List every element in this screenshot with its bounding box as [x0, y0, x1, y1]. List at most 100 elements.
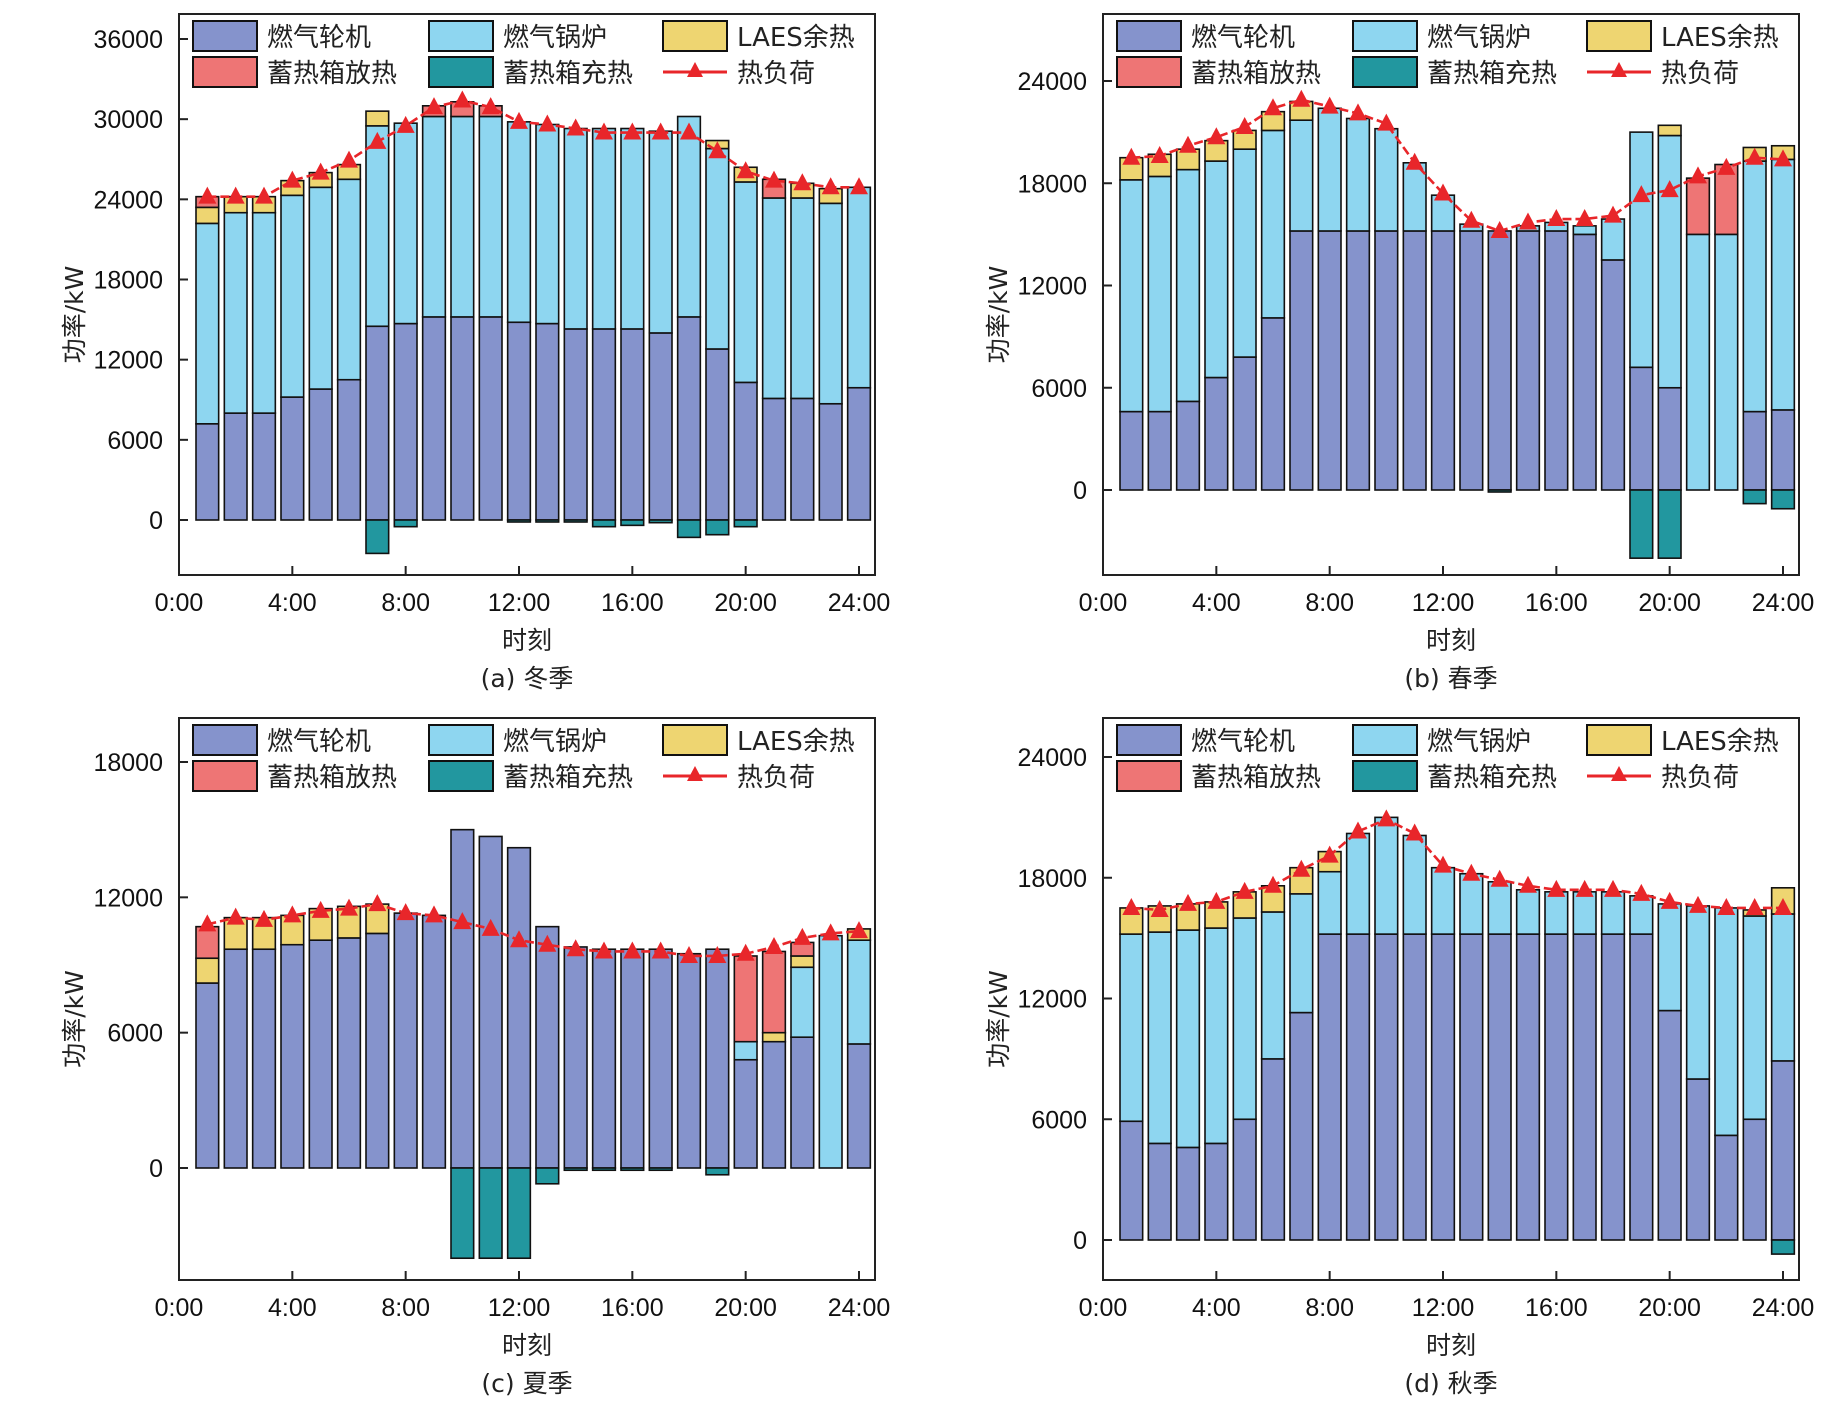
bar-gt [1402, 230, 1427, 491]
x-tick-label: 4:00 [1192, 589, 1241, 617]
load-marker [736, 161, 755, 179]
y-axis-title: 功率/kW [984, 970, 1013, 1068]
bar-gb [620, 127, 645, 330]
load-marker [1689, 895, 1707, 913]
bar-gb [1742, 915, 1767, 1121]
load-marker [1292, 89, 1311, 107]
load-marker [1320, 845, 1339, 863]
load-marker [1575, 209, 1594, 227]
y-tick-label: 24000 [1017, 68, 1087, 96]
load-marker [1604, 205, 1622, 223]
bar-gb [1487, 880, 1512, 935]
bar-tes_chg [1770, 489, 1796, 510]
bar-gb [450, 115, 475, 318]
bar-gt [1204, 1142, 1229, 1241]
load-marker [1207, 891, 1226, 909]
load-marker [283, 905, 302, 923]
panel-caption: (a) 冬季 [481, 664, 574, 693]
bar-gb [676, 115, 702, 318]
bar-tes_chg [506, 519, 532, 523]
bar-gt [1260, 317, 1286, 491]
load-marker [481, 918, 500, 936]
bar-gb [421, 115, 447, 318]
bar-gt [1119, 410, 1144, 491]
load-marker [1405, 152, 1424, 170]
bar-tes_chg [535, 519, 560, 523]
bar-gt [563, 946, 588, 1169]
bar-gt [535, 322, 560, 521]
bar-gb [648, 130, 673, 334]
bar-gb [733, 181, 758, 384]
load-marker [736, 943, 755, 961]
bar-gt [1487, 230, 1512, 491]
legend-swatch-gb [428, 20, 494, 52]
legend-swatch-laes [1586, 20, 1652, 52]
panel-summer: 0 6000 12000 18000 0:00 4:00 8:00 12:00 16:00 20:… [60, 717, 890, 1398]
load-marker [1660, 180, 1679, 198]
bar-gb [1600, 891, 1626, 935]
bar-tes_chg [450, 1167, 475, 1260]
load-marker [481, 97, 500, 115]
legend-label-tes_dis: 蓄热箱放热 [267, 59, 397, 89]
bar-gt [1317, 933, 1342, 1241]
load-marker [368, 131, 387, 149]
y-tick-label: 18000 [93, 267, 163, 295]
bar-gt [818, 402, 843, 521]
load-marker [850, 921, 868, 939]
bar-gt [478, 835, 503, 1169]
bar-laes [761, 1031, 787, 1043]
legend-label-gt: 燃气轮机 [1191, 727, 1295, 757]
legend-label-gb: 燃气锅炉 [1427, 23, 1531, 53]
bar-tes_chg [620, 519, 645, 527]
load-marker [1122, 897, 1141, 915]
bar-gt [1430, 230, 1456, 491]
bar-gb [506, 121, 532, 324]
bar-gt [365, 325, 390, 521]
x-tick-label: 16:00 [601, 589, 664, 617]
bar-gt [251, 412, 277, 521]
y-tick-label: 18000 [93, 749, 163, 777]
load-marker [1377, 113, 1396, 131]
load-marker [1745, 897, 1764, 915]
load-marker [538, 934, 557, 952]
bar-gt [535, 925, 560, 1169]
load-marker [1434, 183, 1452, 201]
legend-swatch-gb [428, 724, 494, 756]
x-tick-label: 20:00 [1638, 1294, 1701, 1322]
x-tick-label: 0:00 [1079, 589, 1128, 617]
bar-gb [705, 147, 730, 350]
legend-swatch-tes_chg [428, 56, 494, 88]
bar-gt [733, 1058, 758, 1169]
bar-gb [1175, 929, 1201, 1149]
load-marker [198, 186, 217, 204]
y-tick-label: 0 [149, 1155, 163, 1183]
legend-label-tes_chg: 蓄热箱充热 [503, 59, 633, 89]
bar-laes [1657, 124, 1682, 137]
bar-tes_chg [591, 519, 617, 528]
legend-marker-swatch [1611, 766, 1627, 781]
load-marker [1774, 149, 1792, 167]
bar-gb [336, 178, 362, 381]
bar-gb [308, 186, 333, 390]
bar-gt [846, 386, 872, 521]
bar-gb [251, 211, 277, 414]
bar-gt [421, 316, 447, 521]
load-marker [226, 186, 245, 204]
bar-gb [1572, 891, 1597, 935]
legend-label-gt: 燃气轮机 [267, 727, 371, 757]
bar-gb [1317, 107, 1342, 232]
load-line [1131, 98, 1784, 233]
load-marker [1150, 145, 1169, 163]
bar-gb [195, 222, 220, 425]
load-marker [226, 907, 245, 925]
bar-gt [1402, 933, 1427, 1241]
y-tick-label: 0 [1073, 1227, 1087, 1255]
bar-gt [1345, 230, 1371, 491]
y-tick-label: 6000 [107, 427, 163, 455]
bar-gt [1204, 376, 1229, 491]
load-marker [623, 941, 642, 959]
bar-gt [195, 982, 220, 1169]
x-tick-label: 8:00 [1305, 589, 1354, 617]
bar-gt [676, 952, 702, 1169]
legend-label-tes_dis: 蓄热箱放热 [267, 763, 397, 793]
